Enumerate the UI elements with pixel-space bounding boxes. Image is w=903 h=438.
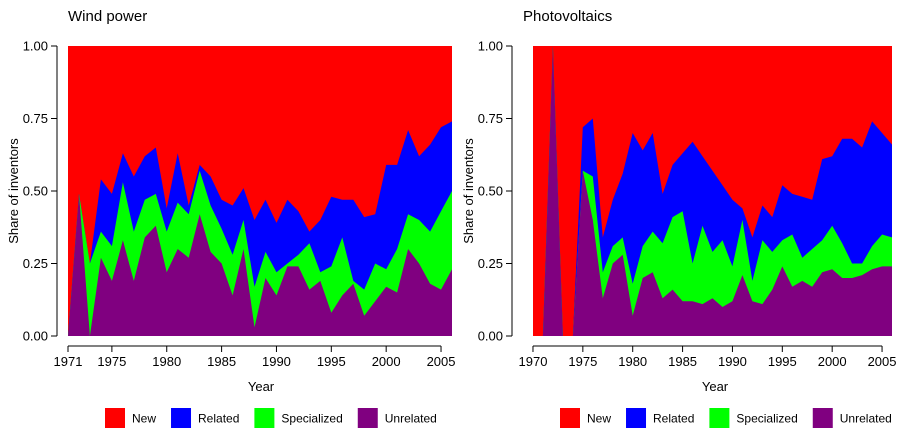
legend-swatch-specialized [254,408,275,428]
legend-swatch-unrelated [357,408,378,428]
y-tick-label: 0.25 [23,256,48,271]
x-tick-label: 2005 [427,354,456,369]
y-tick-label: 1.00 [23,39,48,54]
y-axis-label-wind-power: Share of inventors [6,138,21,244]
legend-wind-power: New Related Specialized Unrelated [105,408,437,428]
legend-label-related: Related [653,412,694,426]
x-tick-label: 1990 [718,354,747,369]
legend-label-specialized: Specialized [281,412,342,426]
y-axis-label-photovoltaics: Share of inventors [461,138,476,244]
plot-area-photovoltaics: 0.00 0.25 0.50 0.75 1.00 1970 1975 1980 1985 1990… [478,39,897,370]
legend-label-unrelated: Unrelated [385,412,437,426]
x-tick-label: 1990 [262,354,291,369]
chart-title-photovoltaics: Photovoltaics [523,8,612,25]
x-tick-label: 1995 [768,354,797,369]
legend-label-new: New [587,412,611,426]
legend-swatch-new [105,408,125,428]
x-tick-label: 1995 [317,354,346,369]
x-tick-label: 1975 [568,354,597,369]
legend-label-unrelated: Unrelated [840,412,892,426]
x-axis-label-wind-power: Year [248,379,275,394]
y-tick-label: 0.75 [23,111,48,126]
y-axis: 0.00 0.25 0.50 0.75 1.00 [478,39,513,344]
y-tick-label: 0.50 [23,184,48,199]
x-axis: 1971 1975 1980 1985 1990 1995 2000 2005 [54,345,456,369]
legend-label-related: Related [198,412,239,426]
x-tick-label: 1975 [97,354,126,369]
x-axis: 1970 1975 1980 1985 1990 1995 2000 2005 [519,345,897,369]
chart-title-wind-power: Wind power [68,8,147,25]
y-tick-label: 0.75 [478,111,503,126]
legend-label-specialized: Specialized [736,412,797,426]
x-tick-label: 2005 [868,354,897,369]
legend-swatch-specialized [709,408,730,428]
legend-label-new: New [132,412,156,426]
y-tick-label: 0.00 [478,329,503,344]
area-unrelated [533,46,892,336]
area-unrelated [68,193,452,336]
x-tick-label: 1985 [207,354,236,369]
x-tick-label: 1985 [668,354,697,369]
y-tick-label: 0.00 [23,329,48,344]
x-tick-label: 1970 [519,354,548,369]
x-tick-label: 2000 [818,354,847,369]
x-tick-label: 1980 [152,354,181,369]
legend-swatch-related [626,408,647,428]
y-tick-label: 0.25 [478,256,503,271]
x-tick-label: 2000 [372,354,401,369]
legend-swatch-new [560,408,580,428]
legend-swatch-unrelated [812,408,833,428]
x-axis-label-photovoltaics: Year [702,379,729,394]
legend-swatch-related [171,408,192,428]
panel-photovoltaics: Photovoltaics Share of inventors Year 0.… [461,8,897,428]
y-tick-label: 1.00 [478,39,503,54]
plot-area-wind-power: 0.00 0.25 0.50 0.75 1.00 1971 1975 1980 1985 1990… [23,39,456,370]
x-tick-label: 1980 [618,354,647,369]
panel-wind-power: Wind power Share of inventors Year 0.000… [6,8,455,428]
y-tick-label: 0.50 [478,184,503,199]
y-axis: 0.00 0.25 0.50 0.75 1.00 [23,39,58,344]
x-tick-label: 1971 [54,354,83,369]
legend-photovoltaics: New Related Specialized Unrelated [560,408,892,428]
